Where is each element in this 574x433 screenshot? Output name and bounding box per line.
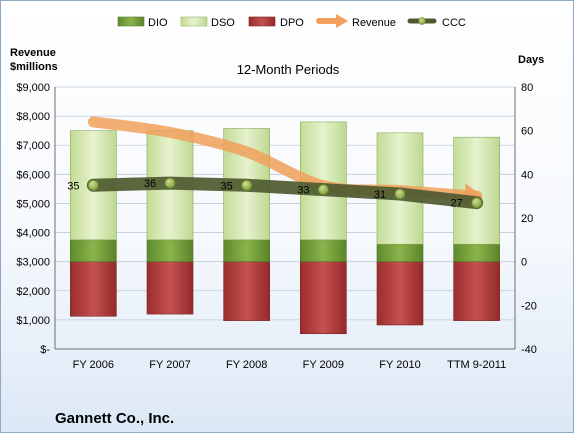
legend-label-dso: DSO xyxy=(211,17,235,29)
legend-label-dpo: DPO xyxy=(280,17,304,29)
category-label: FY 2006 xyxy=(73,359,114,371)
category-label: FY 2010 xyxy=(379,359,420,371)
legend-swatch-ccc xyxy=(407,17,437,25)
right-tick-label: 40 xyxy=(521,169,533,181)
left-axis-title-line2: $millions xyxy=(10,61,58,73)
bar-dpo xyxy=(146,261,194,315)
ccc-data-label: 35 xyxy=(67,180,79,192)
right-axis-title: Days xyxy=(518,54,544,66)
tick-labels: $- $1,000 $2,000 $3,000 $4,000 $5,000 $6,000 $7… xyxy=(16,82,537,371)
category-label: FY 2008 xyxy=(226,359,267,371)
ccc-point xyxy=(164,177,176,189)
left-tick-label: $6,000 xyxy=(16,169,50,181)
right-tick-label: 80 xyxy=(521,82,533,94)
legend: DIO DSO DPO Revenue CCC xyxy=(117,14,466,29)
ccc-point xyxy=(394,188,406,200)
ccc-data-label: 33 xyxy=(297,185,309,197)
left-tick-label: $1,000 xyxy=(16,315,50,327)
bar-dio xyxy=(146,239,194,262)
legend-swatch-dpo xyxy=(248,16,276,27)
ccc-data-label: 36 xyxy=(144,178,156,190)
left-tick-label: $5,000 xyxy=(16,198,50,210)
left-tick-label: $9,000 xyxy=(16,82,50,94)
right-tick-label: 60 xyxy=(521,126,533,138)
ccc-line xyxy=(86,176,484,210)
ccc-data-label: 35 xyxy=(221,180,233,192)
bar-dio xyxy=(223,239,270,262)
left-tick-label: $7,000 xyxy=(16,140,50,152)
ccc-point xyxy=(241,179,253,191)
legend-swatch-dso xyxy=(180,16,208,27)
left-tick-label: $2,000 xyxy=(16,286,50,298)
category-label: FY 2009 xyxy=(303,359,344,371)
legend-label-ccc: CCC xyxy=(442,17,466,29)
right-tick-label: 20 xyxy=(521,213,533,225)
bar-dpo xyxy=(70,261,117,317)
bar-dio xyxy=(70,239,117,262)
bar-dpo xyxy=(223,261,270,321)
legend-label-revenue: Revenue xyxy=(352,17,396,29)
category-label: TTM 9-2011 xyxy=(447,359,506,371)
left-tick-label: $4,000 xyxy=(16,228,50,240)
left-tick-label: $8,000 xyxy=(16,111,50,123)
bar-dio xyxy=(300,239,347,262)
ccc-point xyxy=(87,179,99,191)
axes xyxy=(54,87,516,350)
bar-dio xyxy=(376,243,424,262)
bars xyxy=(70,121,500,335)
legend-swatch-dio xyxy=(117,16,145,27)
bar-dpo xyxy=(453,261,500,321)
ccc-point xyxy=(317,184,329,196)
right-tick-label: -20 xyxy=(521,300,537,312)
chart-title: 12-Month Periods xyxy=(237,62,340,77)
bar-dpo xyxy=(376,261,424,326)
company-label: Gannett Co., Inc. xyxy=(55,410,174,427)
ccc-series: 35 36 35 33 31 27 xyxy=(67,176,484,210)
bar-dio xyxy=(453,243,500,262)
left-tick-label: $- xyxy=(40,344,50,356)
left-axis-title-line1: Revenue xyxy=(10,47,56,59)
ccc-data-label: 31 xyxy=(374,189,386,201)
ccc-point xyxy=(471,197,483,209)
legend-swatch-revenue xyxy=(316,14,348,28)
left-tick-label: $3,000 xyxy=(16,257,50,269)
legend-label-dio: DIO xyxy=(148,17,168,29)
right-tick-label: 0 xyxy=(521,257,527,269)
right-tick-label: -40 xyxy=(521,344,537,356)
bar-dpo xyxy=(300,261,347,335)
ccc-data-label: 27 xyxy=(451,198,463,210)
category-label: FY 2007 xyxy=(149,359,190,371)
